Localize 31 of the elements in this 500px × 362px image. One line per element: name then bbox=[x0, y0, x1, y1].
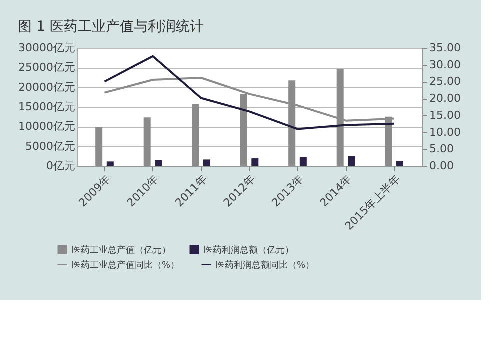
legend-label: 医药利润总额同比（%） bbox=[216, 260, 315, 271]
y2-tick-label: 25.00 bbox=[430, 75, 461, 88]
y2-tick-label: 10.00 bbox=[430, 126, 461, 139]
y2-tick-label: 15.00 bbox=[430, 108, 461, 122]
legend-label: 医药利润总额（亿元） bbox=[204, 244, 294, 256]
y2-tick-label: 30.00 bbox=[430, 58, 461, 72]
bar bbox=[155, 160, 162, 166]
y-tick-label: 5000亿元 bbox=[26, 140, 76, 153]
bar bbox=[300, 157, 307, 166]
bar bbox=[396, 161, 404, 166]
bar bbox=[144, 118, 151, 166]
y-tick-label: 10000亿元 bbox=[18, 120, 76, 134]
y2-tick-label: 35.00 bbox=[430, 42, 461, 54]
bar bbox=[203, 160, 210, 166]
y-tick-label: 25000亿元 bbox=[18, 61, 76, 74]
bar bbox=[348, 156, 356, 166]
bar bbox=[252, 158, 259, 166]
y-tick-label: 0亿元 bbox=[46, 160, 76, 172]
legend-label: 医药工业总产值同比（%） bbox=[72, 260, 180, 271]
y2-tick-label: 20.00 bbox=[430, 92, 461, 106]
chart-title: 图 1 医药工业产值与利润统计 bbox=[18, 19, 204, 35]
bar bbox=[96, 127, 103, 166]
bar bbox=[192, 104, 200, 166]
line-series bbox=[104, 55, 396, 130]
y-tick-label: 15000亿元 bbox=[18, 100, 76, 114]
y-tick-label: 20000亿元 bbox=[18, 80, 76, 94]
y2-tick-label: 0.00 bbox=[430, 160, 454, 172]
y-tick-label: 30000亿元 bbox=[18, 42, 76, 54]
legend-label: 医药工业总产值（亿元） bbox=[72, 244, 171, 256]
bar bbox=[106, 162, 114, 166]
y2-tick-label: 5.00 bbox=[430, 142, 454, 156]
